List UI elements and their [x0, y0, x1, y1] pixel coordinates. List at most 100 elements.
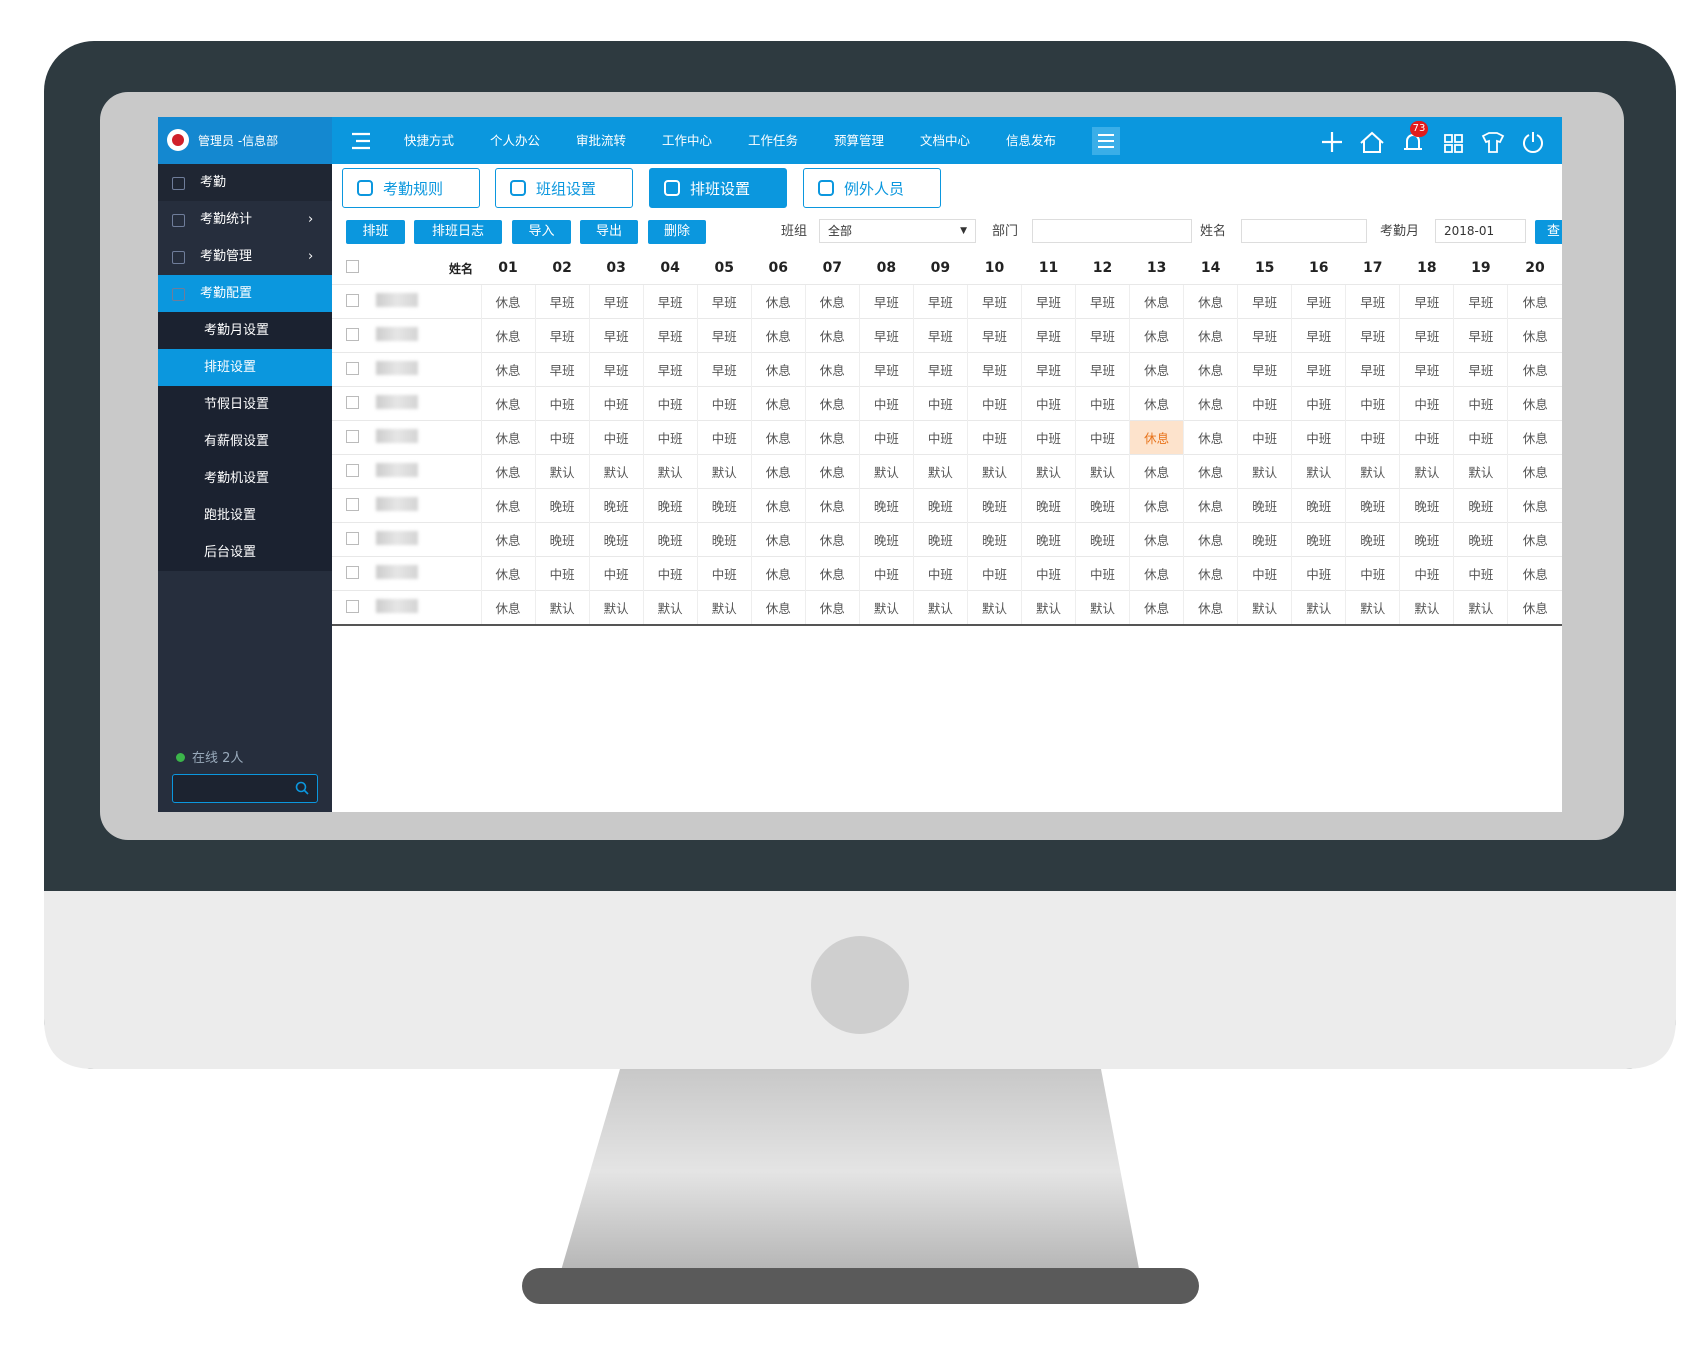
shift-cell[interactable]: 晚班 — [912, 522, 968, 557]
shift-cell[interactable]: 默认 — [966, 590, 1022, 625]
shift-cell[interactable]: 默认 — [1075, 454, 1130, 489]
shift-cell[interactable]: 中班 — [1399, 556, 1454, 591]
shift-cell[interactable]: 早班 — [1020, 318, 1076, 353]
submenu-item[interactable]: 考勤月设置 — [158, 312, 332, 349]
submenu-item[interactable]: 排班设置 — [158, 349, 332, 386]
shift-cell[interactable]: 早班 — [966, 284, 1022, 319]
shift-cell[interactable]: 休息 — [1507, 420, 1562, 455]
shift-cell[interactable]: 早班 — [696, 352, 752, 387]
shift-cell[interactable]: 早班 — [534, 318, 590, 353]
checkbox[interactable] — [345, 293, 359, 307]
shift-cell[interactable]: 休息 — [750, 522, 806, 557]
shift-cell[interactable]: 默认 — [1020, 590, 1076, 625]
shift-cell[interactable]: 休息 — [750, 556, 806, 591]
shift-cell[interactable]: 早班 — [588, 284, 644, 319]
submenu-item[interactable]: 考勤机设置 — [158, 460, 332, 497]
shift-cell[interactable]: 早班 — [858, 352, 914, 387]
menu-item[interactable]: 考勤配置 — [158, 275, 332, 312]
shift-cell[interactable]: 休息 — [1129, 386, 1184, 421]
shift-cell[interactable]: 休息 — [804, 556, 860, 591]
tab[interactable]: 班组设置 — [495, 168, 633, 208]
shift-cell[interactable]: 早班 — [534, 284, 590, 319]
shift-cell[interactable]: 休息 — [480, 454, 536, 489]
shift-cell[interactable]: 中班 — [1345, 556, 1400, 591]
shift-cell[interactable]: 默认 — [1291, 590, 1346, 625]
shift-cell[interactable]: 休息 — [1183, 556, 1238, 591]
shift-cell[interactable]: 休息 — [1183, 352, 1238, 387]
shift-cell[interactable]: 早班 — [1399, 318, 1454, 353]
shift-cell[interactable]: 晚班 — [1075, 488, 1130, 523]
checkbox[interactable] — [345, 327, 359, 341]
shift-cell[interactable]: 中班 — [858, 386, 914, 421]
nav-item[interactable]: 个人办公 — [490, 133, 541, 148]
shift-cell[interactable]: 休息 — [1507, 284, 1562, 319]
shift-cell[interactable]: 休息 — [480, 522, 536, 557]
shift-cell[interactable]: 晚班 — [642, 488, 698, 523]
sidebar-search[interactable] — [172, 774, 318, 803]
submenu-item[interactable]: 有薪假设置 — [158, 423, 332, 460]
checkbox[interactable] — [345, 599, 359, 613]
shift-cell[interactable]: 休息 — [750, 386, 806, 421]
dept-input[interactable] — [1032, 219, 1192, 243]
shift-cell[interactable]: 默认 — [1453, 454, 1508, 489]
shift-cell[interactable]: 晚班 — [588, 488, 644, 523]
shift-cell[interactable]: 中班 — [642, 386, 698, 421]
shift-cell[interactable]: 休息 — [1507, 556, 1562, 591]
shift-cell[interactable]: 早班 — [696, 318, 752, 353]
month-input[interactable]: 2018-01 — [1435, 219, 1526, 243]
shift-cell[interactable]: 晚班 — [1237, 522, 1292, 557]
shift-cell[interactable]: 早班 — [588, 352, 644, 387]
shift-cell[interactable]: 中班 — [1291, 386, 1346, 421]
shift-cell[interactable]: 早班 — [1399, 352, 1454, 387]
shift-cell[interactable]: 中班 — [912, 556, 968, 591]
shift-cell[interactable]: 早班 — [1237, 352, 1292, 387]
shift-cell[interactable]: 中班 — [912, 386, 968, 421]
shift-cell[interactable]: 休息 — [750, 318, 806, 353]
shift-cell[interactable]: 晚班 — [696, 522, 752, 557]
group-select[interactable]: 全部 ▼ — [819, 219, 976, 243]
shift-cell[interactable]: 中班 — [1237, 556, 1292, 591]
shift-cell[interactable]: 默认 — [1345, 454, 1400, 489]
shift-cell[interactable]: 早班 — [696, 284, 752, 319]
shift-cell[interactable]: 默认 — [534, 454, 590, 489]
shift-cell[interactable]: 中班 — [534, 420, 590, 455]
shift-cell[interactable]: 早班 — [1020, 352, 1076, 387]
shift-cell[interactable]: 中班 — [588, 386, 644, 421]
checkbox[interactable] — [345, 395, 359, 409]
shift-cell[interactable]: 早班 — [1453, 352, 1508, 387]
checkbox[interactable] — [345, 565, 359, 579]
shift-cell[interactable]: 休息 — [1183, 488, 1238, 523]
shift-cell[interactable]: 休息 — [1507, 590, 1562, 625]
shift-cell[interactable]: 默认 — [642, 590, 698, 625]
shift-cell[interactable]: 中班 — [534, 556, 590, 591]
tab[interactable]: 例外人员 — [803, 168, 941, 208]
shift-cell[interactable]: 默认 — [534, 590, 590, 625]
nav-item[interactable]: 信息发布 — [1006, 133, 1057, 148]
shift-cell[interactable]: 晚班 — [1453, 522, 1508, 557]
shift-cell[interactable]: 晚班 — [1020, 522, 1076, 557]
shift-cell[interactable]: 晚班 — [696, 488, 752, 523]
nav-item[interactable]: 工作任务 — [748, 133, 799, 148]
shift-cell[interactable]: 休息 — [804, 488, 860, 523]
checkbox[interactable] — [345, 497, 359, 511]
shift-cell[interactable]: 休息 — [1129, 318, 1184, 353]
tab[interactable]: 考勤规则 — [342, 168, 480, 208]
shift-cell[interactable]: 晚班 — [1237, 488, 1292, 523]
checkbox[interactable] — [345, 531, 359, 545]
shift-cell[interactable]: 休息 — [1183, 386, 1238, 421]
shift-cell[interactable]: 休息 — [1507, 454, 1562, 489]
menu-item[interactable]: 考勤管理 › — [158, 238, 332, 275]
shift-cell[interactable]: 早班 — [858, 284, 914, 319]
shift-cell[interactable]: 休息 — [750, 488, 806, 523]
shift-cell[interactable]: 休息 — [1129, 352, 1184, 387]
shift-cell[interactable]: 晚班 — [1345, 522, 1400, 557]
toolbar-button[interactable]: 删除 — [648, 220, 706, 244]
shift-cell[interactable]: 中班 — [1075, 556, 1130, 591]
shift-cell[interactable]: 中班 — [696, 556, 752, 591]
shift-cell[interactable]: 休息 — [804, 420, 860, 455]
shift-cell[interactable]: 中班 — [1453, 420, 1508, 455]
shift-cell[interactable]: 休息 — [1183, 522, 1238, 557]
shift-cell[interactable]: 中班 — [696, 420, 752, 455]
shift-cell[interactable]: 默认 — [1075, 590, 1130, 625]
shift-cell[interactable]: 早班 — [642, 284, 698, 319]
